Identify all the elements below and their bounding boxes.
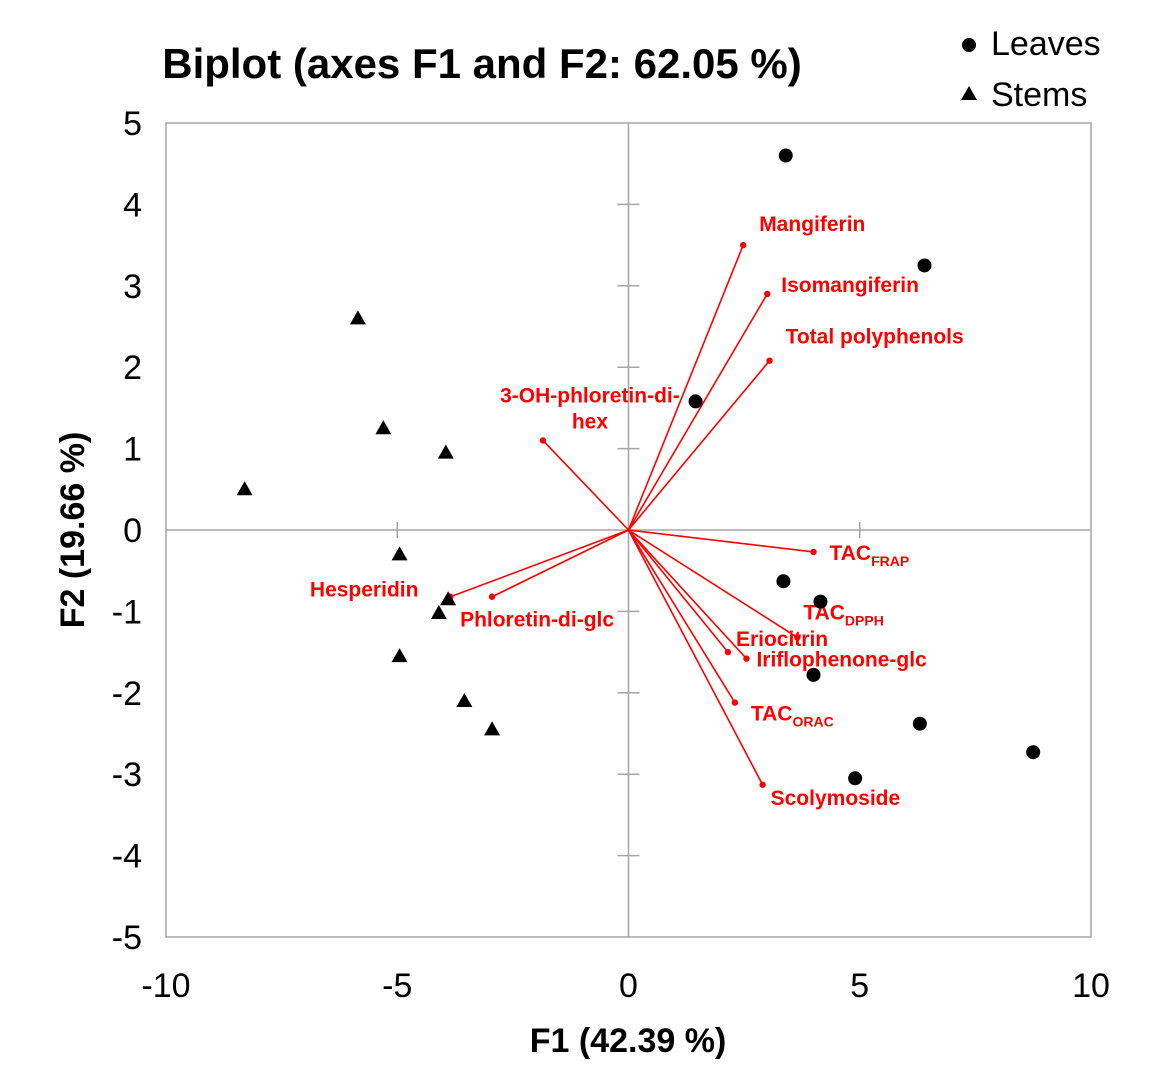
- vector-tip: [724, 648, 732, 656]
- vector-line: [450, 529, 629, 598]
- y-tick-label: -5: [112, 919, 142, 957]
- vector-line: [628, 529, 798, 639]
- leaves-point: [813, 594, 828, 609]
- leaves-point: [778, 148, 793, 163]
- vector-label: TACDPPH: [803, 601, 884, 628]
- vector-tip: [810, 548, 817, 556]
- x-tick-label: -5: [382, 967, 412, 1005]
- x-tick-label: 0: [619, 967, 638, 1005]
- vector-tip: [794, 634, 801, 641]
- loading-vectors: Mangiferin Isomangiferin Total polyphenols…: [310, 213, 964, 810]
- vector-label: 3-OH-phloretin-di-: [500, 384, 680, 407]
- chart-title: Biplot (axes F1 and F2: 62.05 %): [162, 40, 802, 87]
- leaves-point: [806, 667, 821, 682]
- legend-stems-marker: [961, 86, 977, 100]
- vector-tip: [740, 241, 747, 249]
- vector-line: [627, 293, 768, 531]
- vector-label: Hesperidin: [310, 579, 419, 602]
- legend-stems-label: Stems: [991, 76, 1087, 114]
- vector-label: Iriflophenone-glc: [756, 649, 927, 672]
- vector-line: [542, 439, 630, 531]
- stems-point: [391, 546, 408, 561]
- stems-point: [391, 648, 408, 663]
- y-tick-label: 5: [123, 105, 142, 143]
- legend: Leaves Stems: [961, 25, 1101, 114]
- vector-label: Scolymoside: [771, 787, 901, 810]
- vector-label: TACORAC: [751, 703, 834, 730]
- leaves-point: [848, 771, 863, 786]
- vector-line: [628, 529, 814, 553]
- y-tick-label: -4: [112, 838, 142, 876]
- stems-point: [456, 692, 473, 707]
- leaves-point: [688, 394, 703, 409]
- vector-line: [491, 529, 629, 598]
- x-tick-label: 5: [850, 967, 869, 1005]
- vector-tip: [539, 437, 547, 444]
- vector-tip: [764, 290, 771, 298]
- legend-leaves-marker: [962, 38, 976, 52]
- leaves-point: [1026, 745, 1041, 760]
- y-tick-label: 3: [123, 268, 142, 306]
- y-tick-label: 4: [123, 186, 142, 224]
- stems-point: [430, 605, 447, 620]
- x-tick-label: 10: [1072, 967, 1110, 1005]
- vector-tip: [766, 357, 773, 364]
- vector-line: [627, 529, 748, 660]
- stems-point: [236, 481, 253, 496]
- x-axis-title: F1 (42.39 %): [530, 1022, 727, 1060]
- stems-point: [349, 310, 366, 325]
- vector-label: Total polyphenols: [786, 326, 964, 349]
- vector-label: TACFRAP: [830, 542, 910, 569]
- legend-leaves-label: Leaves: [991, 25, 1101, 63]
- tick-marks: [396, 203, 861, 857]
- vector-label-line2: hex: [572, 410, 609, 433]
- leaves-point: [917, 258, 932, 273]
- vector-label: Isomangiferin: [781, 274, 919, 297]
- vector-line: [627, 529, 729, 653]
- vector-label: Phloretin-di-glc: [460, 609, 614, 632]
- x-tick-label: -10: [141, 967, 190, 1005]
- leaves-point: [776, 574, 791, 589]
- vector-tip: [731, 699, 739, 706]
- vector-line: [627, 360, 771, 531]
- stems-point: [375, 420, 392, 435]
- y-tick-label: -3: [112, 756, 142, 794]
- y-tick-label: -2: [112, 675, 142, 713]
- vector-tip: [488, 593, 496, 600]
- y-tick-label: 2: [123, 349, 142, 387]
- vector-tip: [743, 655, 750, 662]
- y-tick-label: 1: [123, 431, 142, 469]
- vector-line: [627, 529, 736, 703]
- vector-line: [627, 244, 744, 531]
- y-axis-title: F2 (19.66 %): [54, 432, 92, 629]
- vector-label: Eriocitrin: [736, 628, 828, 651]
- stems-point: [440, 591, 457, 606]
- vector-line: [627, 529, 764, 786]
- vector-tip: [759, 781, 766, 788]
- vector-label: Mangiferin: [759, 213, 865, 236]
- leaves-point: [912, 716, 927, 731]
- stems-point: [437, 444, 454, 459]
- y-tick-label: 0: [123, 512, 142, 550]
- stems-point: [484, 721, 501, 736]
- observation-points: [236, 148, 1041, 786]
- y-tick-label: -1: [112, 593, 142, 631]
